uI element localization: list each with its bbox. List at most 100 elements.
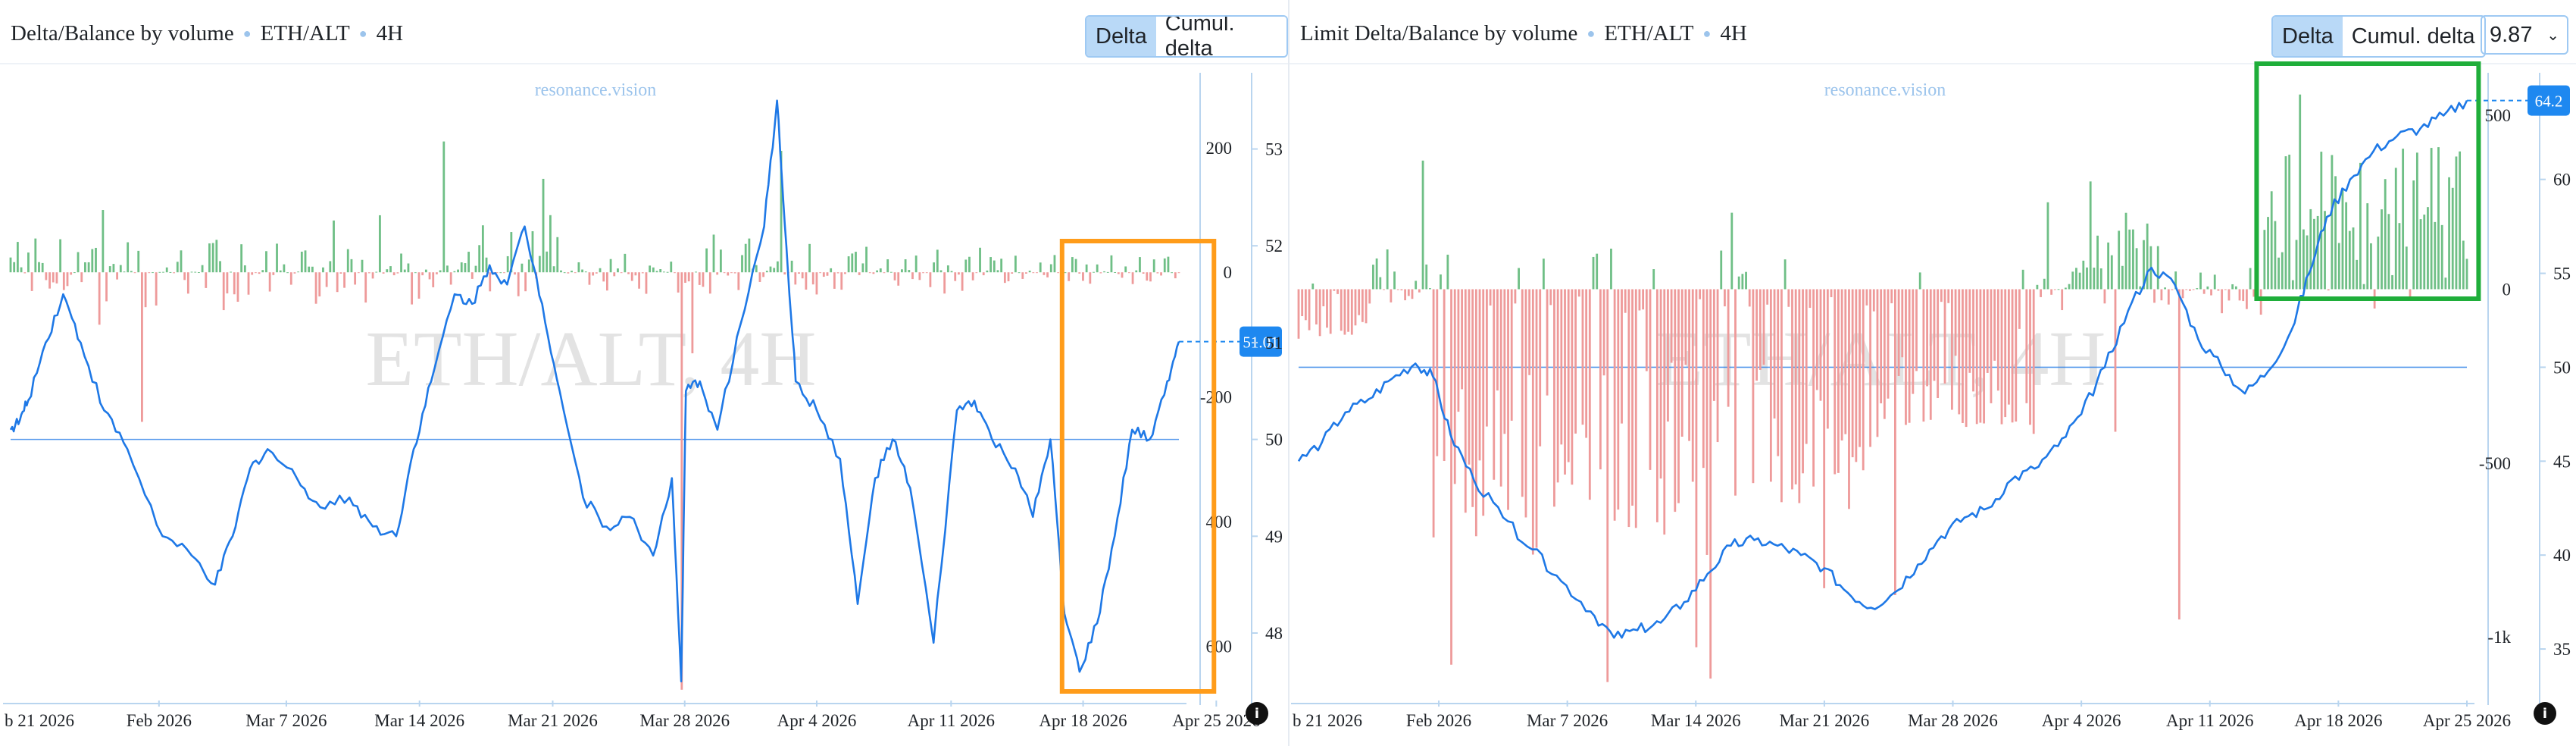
delta-button[interactable]: Delta [1086, 17, 1156, 56]
delta-bar-positive [460, 262, 463, 273]
delta-bar-negative [805, 272, 808, 290]
delta-bar-positive [986, 270, 989, 273]
delta-bar-positive [2270, 191, 2273, 290]
delta-bar-negative [1524, 289, 1527, 518]
delta-bar-negative [1684, 289, 1687, 365]
delta-bar-positive [2277, 257, 2280, 290]
delta-bar-negative [98, 272, 101, 325]
delta-bar-negative [1812, 289, 1815, 487]
delta-bar-negative [1695, 289, 1698, 647]
delta-bar-positive [2234, 286, 2237, 290]
delta-bar-positive [808, 243, 811, 273]
delta-bar-positive [2316, 215, 2319, 290]
delta-bar-negative [1734, 289, 1737, 496]
delta-bar-positive [194, 271, 197, 273]
delta-bar-negative [1709, 289, 1712, 679]
delta-bar-positive [2451, 187, 2454, 290]
delta-bar-negative [1724, 289, 1726, 307]
delta-bar-negative [233, 272, 236, 295]
delta-bar-negative [815, 272, 818, 295]
delta-bar-negative [489, 272, 492, 292]
delta-bar-negative [783, 272, 786, 275]
delta-bar-positive [901, 269, 903, 273]
delta-bar-negative [1975, 289, 1978, 425]
delta-bar-negative [858, 272, 861, 275]
delta-bar-positive [446, 265, 449, 273]
delta-bar-negative [798, 272, 800, 274]
delta-bar-negative [1755, 289, 1758, 381]
delta-bar-negative [318, 272, 321, 296]
delta-bar-negative [272, 272, 275, 275]
delta-bar-positive [908, 270, 911, 273]
separator-dot-icon: ● [1587, 25, 1596, 41]
delta-bar-negative [2050, 289, 2053, 295]
delta-bar-negative [2032, 289, 2035, 434]
delta-bar-negative [1021, 272, 1024, 279]
delta-bar-positive [265, 251, 267, 273]
delta-bar-positive [741, 255, 743, 273]
delta-bar-negative [1336, 289, 1339, 294]
delta-bar-positive [261, 270, 264, 273]
delta-bar-positive [2430, 148, 2433, 290]
info-icon[interactable]: i [2534, 702, 2556, 725]
delta-bar-negative [1404, 289, 1407, 301]
delta-button[interactable]: Delta [2273, 17, 2343, 56]
cumul-delta-button[interactable]: Cumul. delta [2342, 17, 2484, 56]
delta-bar-negative [1830, 289, 1833, 298]
delta-bar-negative [1322, 289, 1325, 306]
info-icon[interactable]: i [1246, 702, 1268, 725]
delta-bar-positive [123, 271, 126, 273]
delta-bar-negative [613, 272, 616, 277]
separator-dot-icon: ● [242, 25, 252, 41]
delta-bar-negative [1078, 272, 1081, 274]
watermark: ETH/ALT, 4H [365, 315, 816, 403]
delta-bar-negative [2018, 289, 2021, 329]
last-price-value: 51.01 [1243, 334, 1278, 352]
delta-bar-negative [833, 272, 836, 289]
delta-bar-positive [2391, 274, 2393, 290]
delta-bar-negative [1549, 289, 1552, 306]
delta-bar-negative [1887, 289, 1890, 399]
cumul-delta-button[interactable]: Cumul. delta [1155, 17, 1286, 56]
delta-bar-positive [655, 271, 658, 273]
delta-bar-positive [1730, 212, 1733, 290]
delta-bar-positive [2064, 287, 2067, 290]
delta-bar-positive [773, 268, 776, 273]
delta-bar-positive [2281, 252, 2284, 290]
delta-bar-positive [400, 253, 402, 273]
highlight-box [1059, 239, 1217, 694]
delta-bar-positive [2128, 229, 2131, 290]
timeframe-label: 4H [376, 20, 404, 45]
delta-bar-positive [933, 262, 936, 273]
delta-bar-positive [2132, 229, 2134, 290]
delta-bar-negative [982, 272, 985, 276]
delta-bar-positive [38, 262, 40, 273]
delta-bar-positive [208, 243, 211, 273]
delta-bar-positive [2107, 242, 2110, 290]
delta-bar-positive [2423, 215, 2426, 290]
delta-bar-negative [975, 272, 978, 274]
delta-bar-positive [308, 266, 311, 273]
price-tick-label: 55 [2553, 265, 2571, 284]
delta-bar-negative [1602, 289, 1605, 376]
delta-bar-negative [2202, 289, 2206, 294]
delta-bar-negative [1915, 289, 1918, 371]
delta-bar-negative [428, 272, 431, 280]
delta-bar-positive [879, 268, 882, 273]
delta-bar-negative [1468, 289, 1471, 465]
delta-bar-positive [127, 242, 130, 273]
delta-bar-negative [1993, 289, 1996, 361]
delta-bar-positive [2412, 180, 2415, 290]
delta-bar-positive [34, 238, 37, 273]
delta-bar-negative [1996, 289, 1999, 391]
delta-bar-positive [2295, 240, 2298, 290]
delta-bar-negative [1674, 289, 1677, 512]
delta-bar-positive [2398, 223, 2401, 290]
threshold-select[interactable]: 9.87 ⌄ [2481, 15, 2568, 55]
delta-bar-positive [939, 270, 943, 273]
delta-bar-negative [1149, 272, 1152, 282]
delta-bar-negative [698, 272, 701, 285]
delta-bar-negative [186, 272, 189, 294]
